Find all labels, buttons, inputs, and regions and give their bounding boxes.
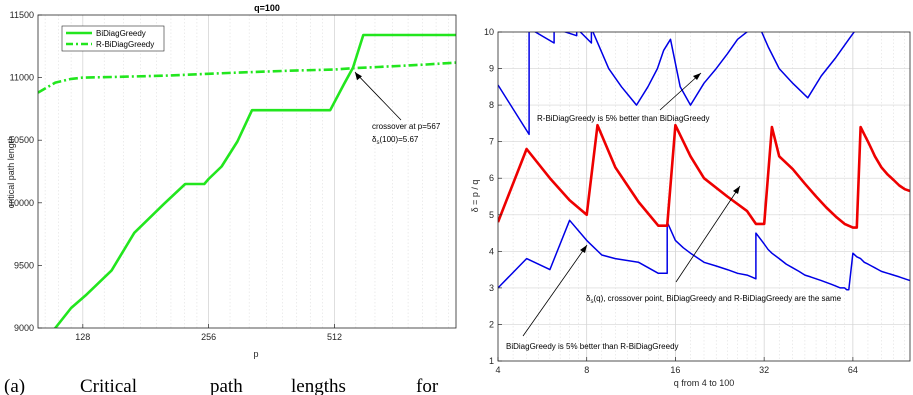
right-series-layer (498, 32, 910, 291)
right-x-ticks: 4 8 16 32 64 (495, 357, 858, 375)
y-tick-label: 5 (489, 210, 494, 220)
left-legend: BiDiagGreedy R-BiDiagGreedy (61, 25, 165, 52)
annotation-2-arrow-line (675, 185, 741, 283)
left-grid (44, 15, 449, 328)
caption-word-1: (a) (4, 376, 25, 395)
right-annotations: R-BiDiagGreedy is 5% better than BiDiagG… (506, 72, 842, 351)
y-tick-label: 10500 (9, 135, 34, 145)
left-chart: q=100 9000 9500 10000 10500 11000 11500 128 25… (6, 3, 457, 359)
y-tick-label: 11000 (10, 73, 34, 83)
y-tick-label: 8 (489, 100, 494, 110)
left-x-axis-label: p (253, 349, 258, 359)
left-chart-title: q=100 (254, 3, 280, 13)
caption-word-3: path (210, 376, 243, 395)
annotation-1-arrowhead (693, 73, 701, 80)
x-tick-label: 8 (584, 365, 589, 375)
legend-box (61, 25, 165, 52)
right-axes-box (497, 31, 911, 362)
annotation-3-text: BiDiagGreedy is 5% better than R-BiDiagG… (506, 342, 679, 351)
annotation-crossover-text: crossover at p=567 (372, 122, 441, 131)
x-tick-label: 128 (75, 332, 90, 342)
series-line-curve-0 (498, 219, 910, 291)
x-tick-label: 4 (495, 365, 500, 375)
x-tick-label: 64 (848, 365, 858, 375)
delta-text-2: (q), crossover point, BiDiagGreedy and R… (593, 294, 841, 303)
caption-word-5: for (416, 376, 439, 395)
annotation-3-arrowhead (580, 245, 587, 253)
left-y-ticks: 9000 9500 10000 10500 11000 11500 (9, 10, 42, 333)
x-tick-label: 16 (670, 365, 680, 375)
annotation-delta-text: δs(100)=5.67 (372, 135, 419, 146)
caption-word-2: Critical (80, 376, 137, 395)
y-tick-label: 9000 (14, 323, 34, 333)
right-y-axis-label: δ = p / q (470, 180, 480, 213)
y-tick-label: 10000 (9, 198, 34, 208)
y-tick-label: 6 (489, 173, 494, 183)
legend-label-bidiag: BiDiagGreedy (96, 29, 146, 38)
annotation-3-arrow-line (522, 244, 588, 337)
series-line-curve-1 (498, 123, 910, 229)
caption-word-4: lengths (291, 376, 346, 395)
delta-symbol-2: δ (586, 294, 591, 303)
right-x-axis-label: q from 4 to 100 (674, 378, 735, 388)
annotation-arrow-line (354, 71, 402, 121)
annotation-1-text: R-BiDiagGreedy is 5% better than BiDiagG… (537, 114, 710, 123)
x-tick-label: 256 (201, 332, 216, 342)
left-annotation: crossover at p=567 δs(100)=5.67 (354, 71, 441, 146)
delta-subscript-2: s (590, 299, 593, 305)
annotation-2-text: δs(q), crossover point, BiDiagGreedy and… (586, 294, 842, 305)
y-tick-label: 10 (484, 27, 494, 37)
right-y-ticks: 1 2 3 4 5 6 7 8 9 10 (484, 27, 502, 366)
caption: (a) Critical path lengths for (4, 376, 439, 395)
delta-value: (100)=5.67 (379, 135, 418, 144)
left-series-layer (38, 33, 456, 328)
series-line-r-bidiaggreedy (38, 61, 456, 94)
annotation-2-arrowhead (733, 186, 740, 194)
y-tick-label: 11500 (10, 10, 34, 20)
x-tick-label: 512 (327, 332, 342, 342)
right-chart: 1 2 3 4 5 6 7 8 9 10 4 8 16 32 64 q from 4 to 100 δ =… (470, 27, 911, 388)
delta-symbol: δ (372, 135, 377, 144)
y-tick-label: 7 (489, 137, 494, 147)
y-tick-label: 1 (489, 356, 494, 366)
left-axes-box (37, 14, 457, 329)
left-x-ticks: 128 256 512 (75, 324, 342, 342)
x-tick-label: 32 (759, 365, 769, 375)
series-line-curve-2 (498, 32, 856, 136)
y-tick-label: 4 (489, 246, 494, 256)
series-line-bidiaggreedy (53, 33, 456, 328)
legend-label-rbidiag: R-BiDiagGreedy (96, 40, 154, 49)
annotation-1-arrow-line (659, 72, 702, 111)
left-y-axis-label: critical path length (6, 136, 16, 209)
y-tick-label: 9500 (14, 260, 34, 270)
delta-subscript: s (376, 140, 379, 146)
y-tick-label: 3 (489, 283, 494, 293)
annotation-arrowhead (354, 72, 362, 81)
y-tick-label: 9 (489, 64, 494, 74)
y-tick-label: 2 (489, 319, 494, 329)
